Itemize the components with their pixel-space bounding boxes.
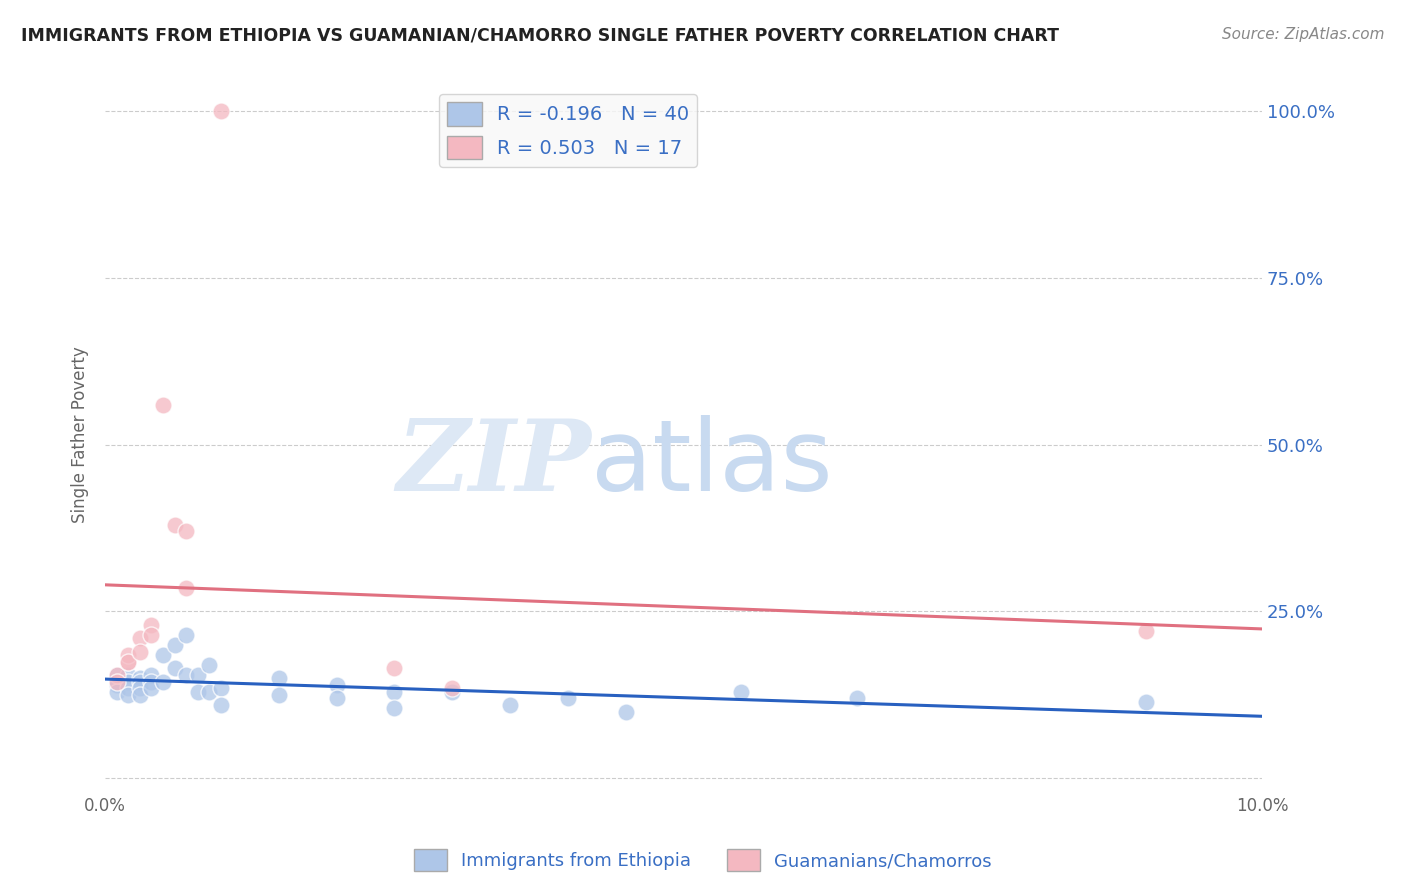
Point bbox=[129, 681, 152, 696]
Point bbox=[141, 668, 163, 682]
Point bbox=[1135, 695, 1157, 709]
Point bbox=[129, 631, 152, 645]
Point bbox=[846, 691, 869, 706]
Point bbox=[209, 103, 232, 118]
Point bbox=[117, 668, 139, 682]
Point bbox=[129, 688, 152, 702]
Legend: Immigrants from Ethiopia, Guamanians/Chamorros: Immigrants from Ethiopia, Guamanians/Cha… bbox=[406, 842, 1000, 879]
Text: atlas: atlas bbox=[591, 415, 832, 512]
Point bbox=[129, 671, 152, 685]
Point bbox=[174, 581, 197, 595]
Legend: R = -0.196   N = 40, R = 0.503   N = 17: R = -0.196 N = 40, R = 0.503 N = 17 bbox=[439, 95, 697, 167]
Point bbox=[105, 668, 128, 682]
Point bbox=[730, 684, 752, 698]
Point bbox=[129, 644, 152, 658]
Point bbox=[198, 684, 221, 698]
Point bbox=[117, 648, 139, 662]
Point bbox=[105, 674, 128, 689]
Point bbox=[117, 655, 139, 669]
Point bbox=[163, 661, 186, 675]
Text: ZIP: ZIP bbox=[396, 415, 591, 511]
Point bbox=[117, 674, 139, 689]
Point bbox=[384, 701, 406, 715]
Point bbox=[267, 688, 290, 702]
Point bbox=[117, 688, 139, 702]
Point bbox=[187, 684, 209, 698]
Point bbox=[614, 705, 637, 719]
Point bbox=[163, 638, 186, 652]
Point bbox=[152, 648, 174, 662]
Point bbox=[499, 698, 522, 712]
Point bbox=[325, 691, 347, 706]
Point bbox=[152, 674, 174, 689]
Point bbox=[117, 681, 139, 696]
Text: Source: ZipAtlas.com: Source: ZipAtlas.com bbox=[1222, 27, 1385, 42]
Point bbox=[174, 668, 197, 682]
Point bbox=[129, 674, 152, 689]
Point bbox=[105, 684, 128, 698]
Point bbox=[187, 668, 209, 682]
Point bbox=[141, 617, 163, 632]
Point bbox=[163, 517, 186, 532]
Text: IMMIGRANTS FROM ETHIOPIA VS GUAMANIAN/CHAMORRO SINGLE FATHER POVERTY CORRELATION: IMMIGRANTS FROM ETHIOPIA VS GUAMANIAN/CH… bbox=[21, 27, 1059, 45]
Point bbox=[174, 628, 197, 642]
Point bbox=[141, 681, 163, 696]
Point bbox=[117, 655, 139, 669]
Point bbox=[141, 628, 163, 642]
Point bbox=[174, 524, 197, 539]
Point bbox=[557, 691, 579, 706]
Point bbox=[105, 678, 128, 692]
Point bbox=[384, 661, 406, 675]
Y-axis label: Single Father Poverty: Single Father Poverty bbox=[72, 346, 89, 523]
Point bbox=[105, 668, 128, 682]
Point bbox=[105, 674, 128, 689]
Point bbox=[209, 698, 232, 712]
Point bbox=[198, 657, 221, 672]
Point bbox=[152, 398, 174, 412]
Point bbox=[325, 678, 347, 692]
Point bbox=[209, 681, 232, 696]
Point bbox=[384, 684, 406, 698]
Point bbox=[141, 674, 163, 689]
Point bbox=[441, 684, 464, 698]
Point bbox=[441, 681, 464, 696]
Point bbox=[1135, 624, 1157, 639]
Point bbox=[267, 671, 290, 685]
